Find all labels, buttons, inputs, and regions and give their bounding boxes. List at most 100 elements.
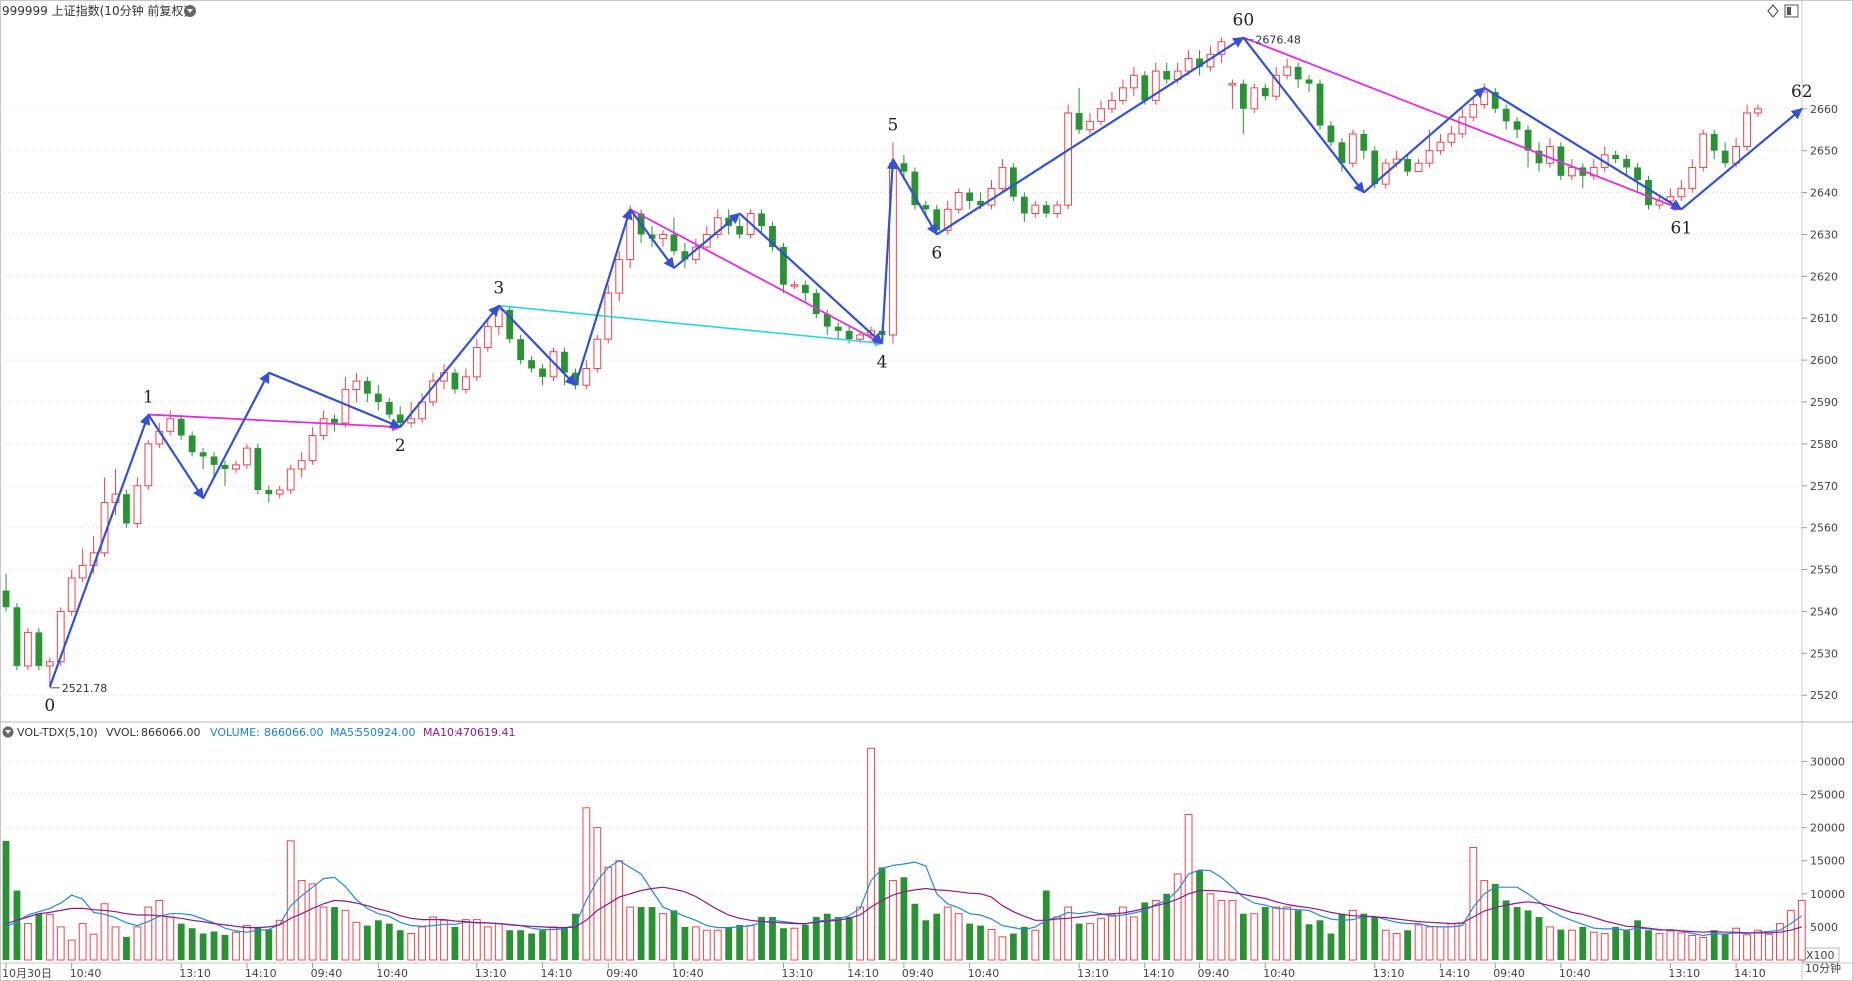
volume-bar <box>1754 929 1762 961</box>
candle-body <box>713 217 722 235</box>
volume-bar <box>1567 929 1576 961</box>
candle-body <box>1348 133 1357 164</box>
volume-bar <box>1316 920 1324 960</box>
volume-bar <box>1436 926 1445 961</box>
volume-bar <box>472 919 481 961</box>
price-tick-label: 2640 <box>1810 187 1838 200</box>
candle-body <box>1294 66 1302 80</box>
candle-body <box>823 314 831 327</box>
volume-bar <box>24 923 32 961</box>
candle-body <box>24 631 32 667</box>
candle-body <box>1535 150 1543 164</box>
volume-bar <box>78 923 87 961</box>
volume-bar <box>308 883 317 961</box>
volume-bar <box>758 916 765 960</box>
candle-body <box>549 351 558 378</box>
candle-body <box>582 368 591 386</box>
volume-bar <box>1010 933 1017 960</box>
volume-bar <box>801 924 809 960</box>
magenta-trend-arrow <box>629 208 883 345</box>
candle-body <box>1031 204 1040 215</box>
candle-body <box>243 447 251 466</box>
candle-body <box>1097 108 1105 122</box>
wave-label: 61 <box>1671 218 1693 238</box>
candle-body <box>221 464 229 470</box>
volume-bar <box>331 907 338 960</box>
volume-bar <box>1163 893 1171 960</box>
volume-bar <box>506 930 514 960</box>
candle-body <box>1217 41 1226 55</box>
candle-body <box>254 448 262 490</box>
candle-body <box>166 418 175 432</box>
time-tick-label: 09:40 <box>311 967 343 980</box>
title-dropdown-icon[interactable] <box>184 5 196 17</box>
candle-body <box>1524 129 1532 151</box>
candle-body <box>1447 133 1456 143</box>
volume-bar <box>1480 880 1489 961</box>
candle-body <box>845 330 853 340</box>
volume-bar <box>1173 873 1182 961</box>
time-tick-label: 13:10 <box>179 967 211 980</box>
candle-body <box>319 418 328 437</box>
volume-bar <box>1589 931 1598 961</box>
time-tick-label: 13:10 <box>781 967 813 980</box>
wave-label: 0 <box>44 696 55 716</box>
volume-bar <box>210 931 218 960</box>
diamond-icon[interactable] <box>1767 4 1779 18</box>
volume-bar <box>834 916 842 960</box>
volume-bar <box>1623 930 1630 960</box>
volume-bar <box>713 929 722 961</box>
candle-body <box>1053 204 1062 215</box>
volume-bar <box>637 907 645 960</box>
time-tick-label: 14:10 <box>1143 967 1175 980</box>
ma5-value: 550924.00 <box>356 726 416 739</box>
volume-bar <box>1710 930 1718 960</box>
volume-bar <box>1524 910 1532 960</box>
volume-bar <box>1612 926 1620 960</box>
volume-bar <box>681 926 689 960</box>
volume-bar <box>659 913 667 961</box>
volume-bar <box>1513 907 1521 960</box>
time-tick-label: 09:40 <box>1198 967 1230 980</box>
volume-bar <box>736 924 744 960</box>
axes: 2520253025402550256025702580259026002610… <box>2 103 1845 980</box>
volume-bar <box>790 927 799 961</box>
volume-bar <box>177 923 185 960</box>
wave-arrow <box>891 158 938 236</box>
candle-body <box>1404 159 1411 172</box>
volume-bar <box>451 926 459 960</box>
volume-bar <box>1141 902 1149 960</box>
candle-body <box>1316 83 1324 126</box>
volume-bar <box>265 929 273 960</box>
volume-bar <box>561 926 568 960</box>
volume-bar <box>1031 929 1040 961</box>
candle-body <box>1645 179 1652 206</box>
volume-dropdown-icon[interactable] <box>2 726 14 738</box>
candle-body <box>900 163 908 172</box>
low-mark-label: 2521.78 <box>62 682 108 695</box>
volume-bar <box>1458 923 1467 961</box>
candle-body <box>1414 162 1423 173</box>
candle-body <box>1327 125 1335 143</box>
volume-bar <box>123 936 130 960</box>
candle-body <box>790 284 799 287</box>
volume-bar <box>1491 883 1499 960</box>
volume-bar <box>1053 916 1062 961</box>
volume-bar <box>1600 933 1609 961</box>
volume-bar <box>702 929 711 961</box>
candle-body <box>1075 112 1083 130</box>
volume-bar <box>593 827 602 961</box>
volume-bar <box>1732 927 1740 961</box>
panel-toggle-icon[interactable] <box>1784 4 1799 18</box>
volume-bar <box>769 916 776 960</box>
candle-body <box>133 485 142 524</box>
volume-bar <box>111 926 120 961</box>
volume-bar <box>1064 906 1073 961</box>
candle-body <box>199 452 207 457</box>
candle-body <box>1151 70 1160 101</box>
candle-body <box>670 234 678 252</box>
volume-tick-label: 15000 <box>1810 855 1845 868</box>
candle-body <box>1754 108 1762 114</box>
volume-bar <box>1119 906 1127 961</box>
candle-body <box>483 326 492 349</box>
